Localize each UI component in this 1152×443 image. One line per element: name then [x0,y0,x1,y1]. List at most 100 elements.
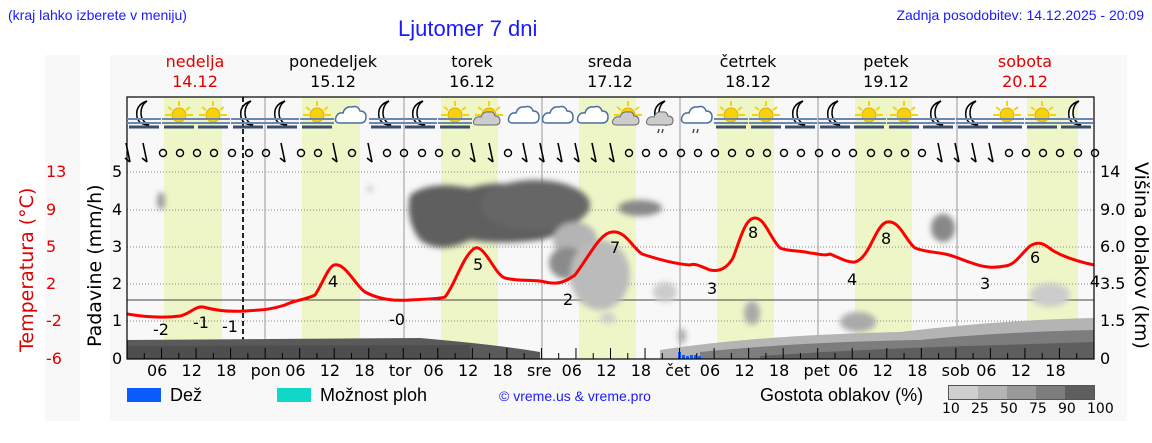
calm-wind-icon [1020,140,1032,168]
wind-barb-icon [364,140,376,168]
precip-tick: 3 [112,237,123,256]
calm-wind-icon [174,140,186,168]
calm-wind-icon [1037,140,1049,168]
calm-wind-icon [312,140,324,168]
calm-wind-icon [761,140,773,168]
location-hint[interactable]: (kraj lahko izberete v meniju) [8,7,187,23]
cloud-density-label: Gostota oblakov (%) [760,385,924,405]
colorbar-tick: 50 [1000,401,1018,417]
x-tick: 06 [561,361,582,380]
x-tick: 18 [907,361,928,380]
legend-rain-swatch [127,388,161,402]
calm-wind-icon [381,140,393,168]
temperature-value-label: -0 [389,310,405,329]
cloud-icon [507,97,542,139]
temperature-tick: 5 [46,237,57,256]
wind-barb-icon [934,140,946,168]
x-tick: 18 [630,361,652,380]
day-header: sreda 17.12 [587,52,633,91]
calm-wind-icon [744,140,756,168]
temperature-tick: -6 [46,349,62,368]
wind-barb-icon [122,140,134,168]
calm-wind-icon [813,140,825,168]
calm-wind-icon [692,140,704,168]
temperature-value-label: 4 [1090,272,1101,291]
wind-barb-icon [968,140,980,168]
cloud-height-tick: 9.0 [1100,200,1126,219]
calm-wind-icon [243,140,255,168]
x-tick: 06 [147,361,168,380]
x-tick: 18 [492,361,513,380]
x-tick: 18 [354,361,375,380]
calm-wind-icon [260,140,272,168]
wind-barb-icon [985,140,997,168]
cloud-height-tick: 0 [1100,349,1111,368]
calm-wind-icon [847,140,859,168]
day-header: petek 19.12 [863,52,909,91]
colorbar-tick: 75 [1029,401,1047,417]
precip-tick: 5 [112,162,123,181]
temperature-tick: 9 [46,200,57,219]
calm-wind-icon [433,140,445,168]
wind-barb-icon [329,140,341,168]
day-header: torek 16.12 [449,52,495,91]
temperature-value-label: 5 [473,255,484,274]
day-header: četrtek 18.12 [719,52,777,91]
calm-wind-icon [398,140,410,168]
wind-barb-icon [554,140,566,168]
calm-wind-icon [899,140,911,168]
temperature-value-label: -1 [193,313,209,332]
sun-fog-icon [299,97,335,139]
calm-wind-icon [882,140,894,168]
moon-fog-icon [955,97,991,139]
wind-barb-icon [139,140,151,168]
calm-wind-icon [726,140,738,168]
copyright-link[interactable]: © vreme.us & vreme.pro [499,388,651,404]
calm-wind-icon [1089,140,1101,168]
moon-fog-icon [783,97,818,139]
colorbar-tick: 90 [1058,401,1076,417]
legend-showers-label: Možnost ploh [320,385,428,405]
calm-wind-icon [657,140,669,168]
x-tick: 18 [1045,361,1066,380]
moon-fog-icon [921,97,956,139]
x-tick: 06 [699,361,721,380]
calm-wind-icon [208,140,220,168]
precip-tick: 4 [112,200,123,219]
sun-fog-icon [748,97,784,139]
sun-fog-icon [990,97,1025,139]
moon-fog-icon [403,97,438,139]
x-tick: 12 [457,361,479,380]
x-tick: čet [665,361,691,380]
calm-wind-icon [295,140,307,168]
calm-wind-icon [709,140,721,168]
sun-fog-icon [1024,97,1060,139]
calm-wind-icon [1072,140,1084,168]
x-tick: sob [941,361,970,380]
sun-fog-icon [886,97,922,139]
wind-barb-icon [467,140,479,168]
moon-fog-icon [127,97,162,139]
moon-fog-icon [1059,97,1094,139]
precip-tick: 0 [112,349,123,368]
calm-wind-icon [346,140,358,168]
x-tick: 18 [216,361,237,380]
x-tick: 12 [734,361,755,380]
sun-fog-icon [714,97,749,139]
x-tick: tor [388,361,412,380]
sun-fog-icon [852,97,887,139]
legend-rain-label: Dež [170,385,203,405]
calm-wind-icon [623,140,635,168]
calm-wind-icon [450,140,462,168]
wind-barb-icon [571,140,583,168]
x-tick: 18 [768,361,790,380]
calm-wind-icon [416,140,428,168]
cloud-height-tick: 6.0 [1100,237,1126,256]
x-tick: sre [527,361,552,380]
cloud-height-tick: 3.5 [1100,274,1126,293]
calm-wind-icon [640,140,652,168]
sun-cloud-icon [472,97,507,139]
moon-fog-icon [230,97,266,139]
precip-tick: 2 [112,274,123,293]
colorbar-tick: 25 [971,401,989,417]
